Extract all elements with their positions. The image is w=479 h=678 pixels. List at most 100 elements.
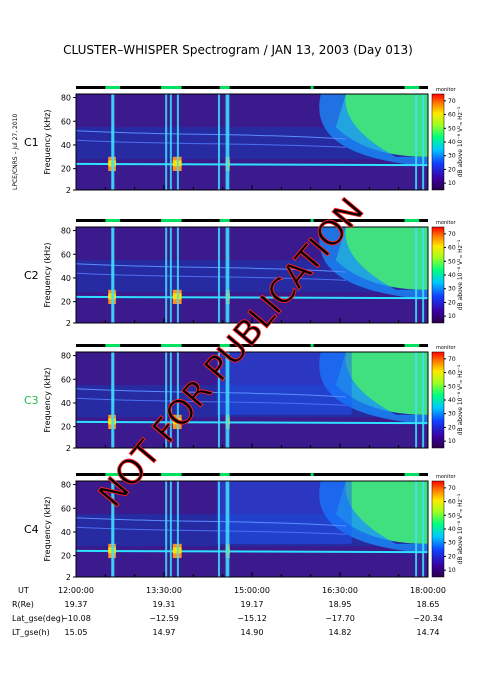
table-cell: −20.34 [413,614,443,623]
mode-strip-segment [404,473,420,476]
harmonic-line [75,263,346,273]
broadband-line [217,227,220,323]
harmonic-line [75,517,346,527]
colorbar [431,480,445,578]
broadband-line [165,227,168,323]
diffuse-emission [216,481,352,544]
mode-strip-segment [161,219,182,222]
transition-region [319,227,428,300]
colorbar-label: dB above 10⁻⁸ V²ₘ Hz⁻¹ [457,106,464,177]
y-tick-label: 20 [61,423,71,432]
broadband-line [112,352,115,448]
colorbar-tick-label: 40 [448,397,456,404]
mode-strip-segment [219,344,230,347]
colorbar-tick-label: 70 [448,485,456,492]
y-tick-label: 20 [61,298,71,307]
colorbar-tick-label: 20 [448,424,456,431]
table-row-label: R(Re) [12,600,34,609]
y-tick-label: 40 [61,274,71,283]
table-cell: 18.95 [329,600,352,609]
mode-strip-segment [105,86,120,89]
plasma-frequency-line [75,549,429,554]
table-cell: −12.59 [149,614,179,623]
mode-strip-segment [161,86,182,89]
broadband-line [217,94,220,190]
broadband-line [169,481,172,577]
broadband-line [176,481,179,577]
table-cell: 15.05 [65,628,88,637]
y-tick-label: 20 [61,165,71,174]
colorbar-tick-label: 70 [448,231,456,238]
harmonic-line [75,272,346,281]
harmonic-line [75,388,346,398]
broadband-line [422,352,425,448]
panel-c4: 2 20 40 60 80 Frequency (kHz) C4 10 20 30 40 50 60 70… [24,473,464,582]
broadband-line [111,94,114,190]
spacecraft-label: C3 [24,394,39,407]
broadband-line [415,481,418,577]
plasma-frequency-line [75,295,429,300]
colorbar-tick-label: 20 [448,553,456,560]
colorbar-tick-label: 10 [448,438,456,445]
colorbar-tick-label: 40 [448,272,456,279]
transition-region [319,481,428,554]
colorbar-tick-label: 60 [448,499,456,506]
y-tick-label: 80 [61,352,71,361]
y-tick-label: 80 [61,481,71,490]
broadband-line [225,94,228,190]
colorbar-tick-label: 50 [448,383,456,390]
colorbar [431,351,445,449]
figure-title: CLUSTER–WHISPER Spectrogram / JAN 13, 20… [63,43,413,57]
harmonic-line [75,130,346,140]
spacecraft-label: C2 [24,269,39,282]
mode-strip-segment [219,473,230,476]
broadband-line [422,227,425,323]
harmonic-line [75,139,346,148]
broadband-line [165,352,168,448]
colorbar-tick-label: 30 [448,153,456,160]
colorbar-tick-label: 10 [448,567,456,574]
colorbar-tick-label: 50 [448,258,456,265]
broadband-line [112,94,115,190]
table-cell: 15:00:00 [234,586,270,595]
colorbar-tick-label: 30 [448,540,456,547]
colorbar-tick-label: 20 [448,166,456,173]
colorbar-label: dB above 10⁻⁸ V²ₘ Hz⁻¹ [457,493,464,564]
broadband-line [225,481,228,577]
broadband-line [165,94,168,190]
mode-label: monitor [436,345,457,351]
broadband-line [165,481,168,577]
broadband-line [176,352,179,448]
table-cell: 16:30:00 [322,586,358,595]
broadband-line [169,94,172,190]
transition-region [319,352,428,425]
broadband-line [176,227,179,323]
table-cell: 18:00:00 [410,586,446,595]
colorbar-tick-label: 40 [448,526,456,533]
colorbar-tick-label: 50 [448,512,456,519]
table-cell: −15.12 [237,614,267,623]
broadband-line [225,352,228,448]
y-tick-label: 40 [61,141,71,150]
colorbar-tick-label: 30 [448,286,456,293]
table-cell: 13:30:00 [146,586,182,595]
mode-strip-segment [105,473,120,476]
broadband-line [415,94,418,190]
colorbar-tick-label: 60 [448,370,456,377]
mode-strip [76,219,428,222]
table-cell: 12:00:00 [58,586,94,595]
table-row-label: Lat_gse(deg) [12,614,64,623]
colorbar-label: dB above 10⁻⁸ V²ₘ Hz⁻¹ [457,364,464,435]
broadband-line [415,352,418,448]
y-tick-label: 60 [61,250,71,259]
broadband-line [227,94,230,190]
harmonic-line [75,397,346,406]
y-tick-label: 2 [66,444,71,453]
mode-strip-segment [310,344,314,347]
y-tick-label: 20 [61,552,71,561]
mode-label: monitor [436,474,457,480]
broadband-line [111,227,114,323]
mode-label: monitor [436,220,457,226]
broadband-line [169,227,172,323]
broadband-line [422,481,425,577]
